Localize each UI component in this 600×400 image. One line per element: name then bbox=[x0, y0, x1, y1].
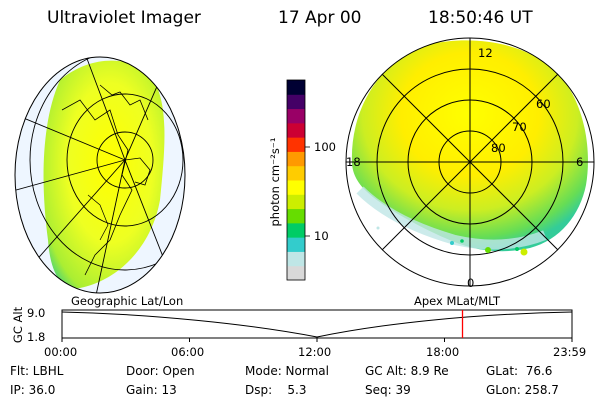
colorbar-tick-10: 10 bbox=[314, 229, 329, 243]
meridian-line bbox=[94, 159, 126, 293]
color-bar-swatch bbox=[287, 265, 305, 281]
geographic-map bbox=[15, 57, 185, 293]
geo-map-caption: Geographic Lat/Lon bbox=[71, 294, 184, 308]
aurora-spot bbox=[485, 247, 491, 253]
dsp-info: Dsp: 5.3 bbox=[245, 383, 307, 397]
mlt-label-12: 12 bbox=[478, 46, 493, 60]
color-bar-swatch bbox=[287, 80, 305, 95]
timeline-y-tick-max: 9.0 bbox=[27, 306, 46, 320]
mlt-label-6: 6 bbox=[576, 155, 584, 169]
color-bar-swatch bbox=[287, 180, 305, 195]
timeline-x-ticks bbox=[61, 338, 573, 342]
polar-mlt-line bbox=[381, 73, 559, 251]
color-bar-swatch bbox=[287, 122, 305, 138]
timeline-y-label: GC Alt bbox=[11, 306, 25, 344]
filter-info: Flt: LBHL bbox=[10, 364, 64, 378]
meridian-line bbox=[15, 99, 126, 161]
earth-limb bbox=[14, 56, 186, 294]
timeline-x-tick: 23:59 bbox=[553, 345, 587, 359]
aurora-spot bbox=[520, 248, 528, 256]
lat-label-80: 80 bbox=[491, 141, 506, 155]
timeline-x-tick: 12:00 bbox=[298, 345, 332, 359]
aurora-spot bbox=[376, 226, 380, 230]
color-bar-swatch bbox=[287, 237, 305, 252]
mlt-label-18: 18 bbox=[346, 155, 361, 169]
colorbar-unit-label: photon cm⁻²s⁻¹ bbox=[268, 137, 282, 227]
color-bar-swatch bbox=[287, 94, 305, 110]
mlt-label-0: 0 bbox=[467, 276, 475, 290]
gain-info: Gain: 13 bbox=[126, 383, 177, 397]
altitude-plot-frame bbox=[61, 309, 573, 339]
latitude-circle bbox=[29, 57, 185, 271]
aurora-image-geo bbox=[43, 60, 165, 289]
aurora-spot bbox=[460, 239, 464, 243]
coastline bbox=[87, 194, 109, 241]
mode-info: Mode: Normal bbox=[245, 364, 329, 378]
colorbar-tick-100: 100 bbox=[314, 140, 336, 154]
color-bar-swatch bbox=[287, 208, 305, 224]
aurora-spot bbox=[450, 241, 454, 245]
color-bar-frame bbox=[286, 79, 306, 281]
gc-alt-info: GC Alt: 8.9 Re bbox=[365, 364, 449, 378]
color-bar-swatch bbox=[287, 222, 305, 238]
ip-info: IP: 36.0 bbox=[10, 383, 56, 397]
color-bar-swatch bbox=[287, 108, 305, 124]
color-bar-swatch bbox=[287, 251, 305, 267]
altitude-curve bbox=[61, 311, 573, 338]
color-bar bbox=[287, 80, 305, 281]
coastline bbox=[124, 157, 151, 186]
glon-info: GLon: 258.7 bbox=[486, 383, 559, 397]
color-bar-swatch bbox=[287, 137, 305, 152]
latitude-circle bbox=[66, 93, 184, 227]
color-bar-swatch bbox=[287, 151, 305, 167]
color-bar-swatch bbox=[287, 194, 305, 210]
aurora-spot bbox=[515, 247, 519, 251]
time-label: 18:50:46 UT bbox=[428, 8, 533, 28]
latitude-circle bbox=[96, 131, 154, 189]
date-label: 17 Apr 00 bbox=[278, 8, 362, 28]
timeline-y-tick-min: 1.8 bbox=[27, 330, 46, 344]
polar-map-caption: Apex MLat/MLT bbox=[414, 294, 501, 308]
door-info: Door: Open bbox=[126, 364, 195, 378]
seq-info: Seq: 39 bbox=[365, 383, 411, 397]
coastline bbox=[99, 84, 149, 121]
lat-label-70: 70 bbox=[512, 120, 527, 134]
meridian-line bbox=[15, 159, 126, 201]
timeline-x-tick: 06:00 bbox=[171, 345, 205, 359]
lat-label-60: 60 bbox=[536, 97, 551, 111]
meridian-line bbox=[79, 57, 126, 161]
glat-info: GLat: 76.6 bbox=[486, 364, 553, 378]
color-bar-swatch bbox=[287, 165, 305, 181]
timeline-x-tick: 00:00 bbox=[44, 345, 78, 359]
aurora-edge bbox=[356, 186, 547, 250]
instrument-title: Ultraviolet Imager bbox=[47, 8, 201, 28]
timeline-x-tick: 18:00 bbox=[426, 345, 460, 359]
